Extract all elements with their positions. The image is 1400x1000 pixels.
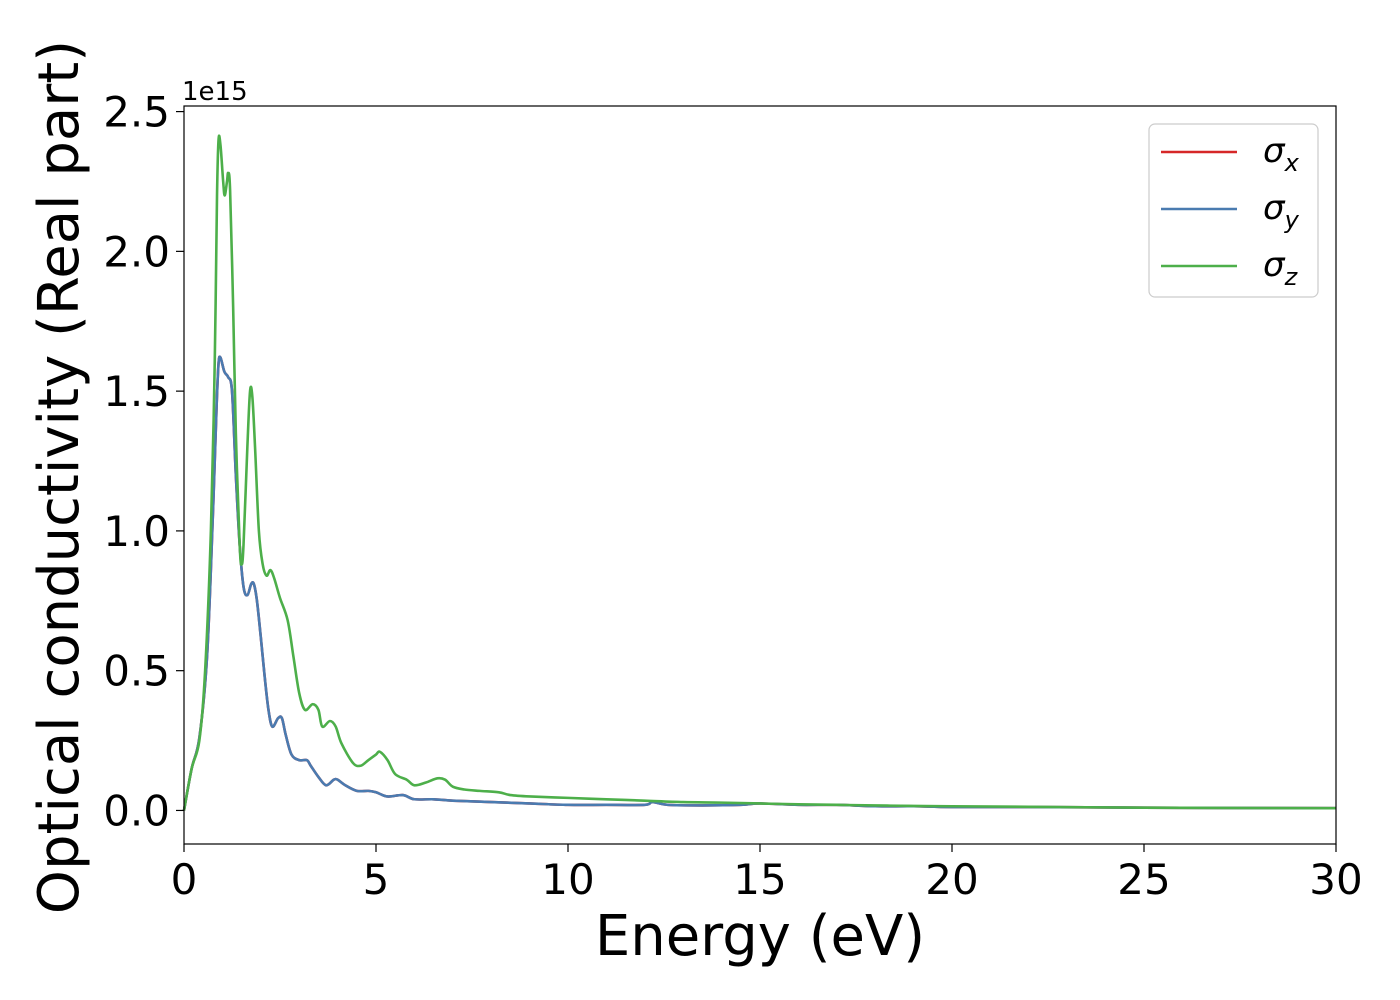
series-layer (182, 134, 1337, 811)
x-tick-label: 5 (363, 855, 390, 904)
legend-frame (1148, 123, 1319, 298)
x-tick-label: 25 (1117, 855, 1170, 904)
y-tick-label: 0.0 (103, 786, 170, 835)
y-tick-label: 2.5 (103, 88, 170, 137)
x-tick-label: 0 (171, 855, 198, 904)
plot-area (184, 106, 1336, 844)
x-tick-label: 30 (1309, 855, 1362, 904)
y-tick-label: 1.0 (103, 507, 170, 556)
x-tick-label: 15 (733, 855, 786, 904)
x-tick-label: 20 (925, 855, 978, 904)
legend-label-z: σz (1263, 245, 1299, 291)
y-axis-label: Optical conductivity (Real part) (27, 40, 92, 914)
legend-label-y: σy (1263, 188, 1300, 234)
legend-label-x: σx (1263, 131, 1300, 177)
series-line-z (182, 134, 1337, 811)
y-tick-label: 2.0 (103, 227, 170, 276)
legend: σx σy σz (1148, 123, 1319, 298)
y-offset-text: 1e15 (182, 77, 248, 107)
x-axis-label: Energy (eV) (595, 904, 925, 969)
y-axis: 0.0 0.5 1.0 1.5 2.0 2.5 (103, 88, 184, 835)
y-tick-label: 0.5 (103, 647, 170, 696)
y-tick-label: 1.5 (103, 367, 170, 416)
x-axis: 0 5 10 15 20 25 30 (171, 844, 1363, 904)
x-tick-label: 10 (541, 855, 594, 904)
